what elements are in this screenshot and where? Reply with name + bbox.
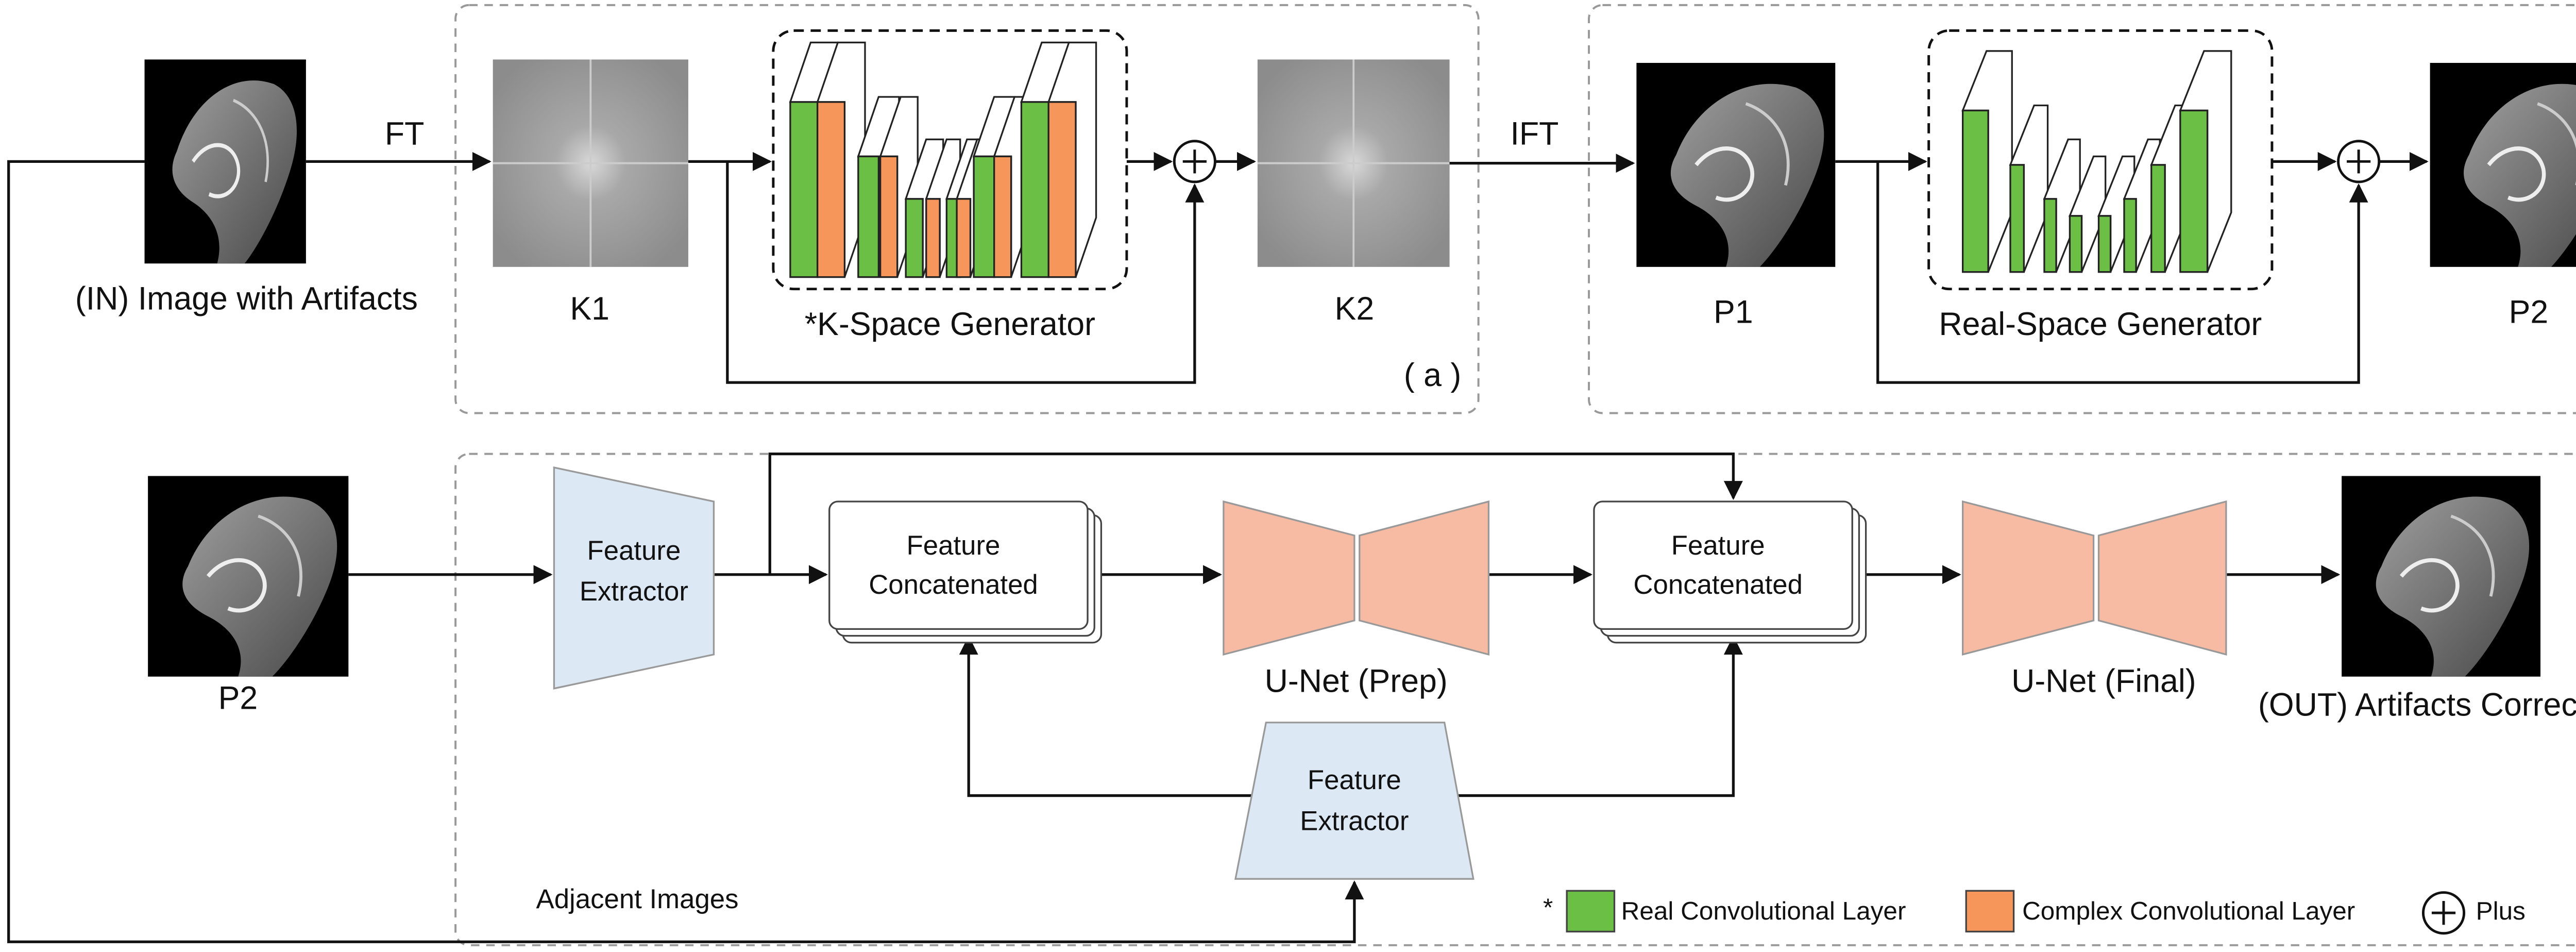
k2-label: K2 [1335,291,1375,327]
k2-image [1258,59,1450,266]
legend-plus-icon [2421,891,2466,935]
p2-input-image [148,476,348,677]
unet-prep-label: U-Net (Prep) [1265,663,1448,699]
concat-label: Concatenated [1633,570,1803,600]
p2-input-label: P2 [218,680,258,716]
plus-node [2337,140,2381,183]
layer [816,101,846,278]
layer [1047,101,1077,278]
p2-label: P2 [2509,294,2549,330]
layer [956,198,972,278]
layer [2179,109,2209,273]
feature-extractor-label: Extractor [1300,806,1409,836]
k-space-generator-box [772,29,1128,291]
unet-final [1961,500,2227,656]
connectors [7,152,2429,943]
layer [2097,215,2112,273]
feature-concat-stack [828,500,1103,644]
layer [2009,164,2025,273]
layer [2123,198,2137,273]
layer [993,155,1012,278]
input-image [145,59,306,263]
panel-b [1588,4,2576,414]
legend-swatch-complex [1965,890,2015,933]
k1-label: K1 [570,291,609,327]
concat-label: Concatenated [869,570,1038,600]
layer [879,155,899,278]
layer [857,155,880,278]
output-image [2342,476,2540,677]
legend-real: Real Convolutional Layer [1621,897,1906,925]
concat-label: Feature [907,530,1001,561]
layer [973,155,995,278]
output-label: (OUT) Artifacts Corrected [2258,687,2576,723]
plus-node [1173,140,1216,183]
feature-extractor [553,466,715,690]
panel-a-tag: ( a ) [1404,357,1461,393]
k1-image [493,59,688,266]
p1-label: P1 [1714,294,1753,330]
concat-label: Feature [1671,530,1765,561]
k-generator-label: *K-Space Generator [805,306,1095,342]
feature-extractor [1234,722,1475,880]
feature-extractor-label: Feature [587,536,681,566]
layer [2043,198,2057,273]
adjacent-label: Adjacent Images [536,884,739,914]
legend-complex: Complex Convolutional Layer [2022,897,2355,925]
panel-c [454,453,2576,946]
legend-swatch-real [1566,890,1616,933]
layer [2150,164,2166,273]
feature-extractor-label: Extractor [580,576,688,607]
layer [2069,215,2083,273]
unet-final-label: U-Net (Final) [2011,663,2196,699]
layer [1020,101,1049,278]
layer [789,101,819,278]
feature-extractor-label: Feature [1308,765,1401,795]
layer [1961,109,1989,273]
generator-layers [789,41,2232,278]
real-space-generator-box [1927,29,2274,291]
ft-label: FT [385,115,425,152]
input-label: (IN) Image with Artifacts [75,280,418,316]
real-generator-label: Real-Space Generator [1939,306,2262,342]
panel-a [454,4,1480,414]
p1-image [1636,63,1835,267]
layer [905,198,924,278]
p2-image [2430,63,2576,267]
legend-star: * [1543,894,1553,922]
unet-prep [1223,500,1490,656]
layer [925,198,941,278]
legend-plus: Plus [2476,897,2526,925]
ift-label: IFT [1511,115,1559,152]
feature-concat-stack [1593,500,1867,644]
